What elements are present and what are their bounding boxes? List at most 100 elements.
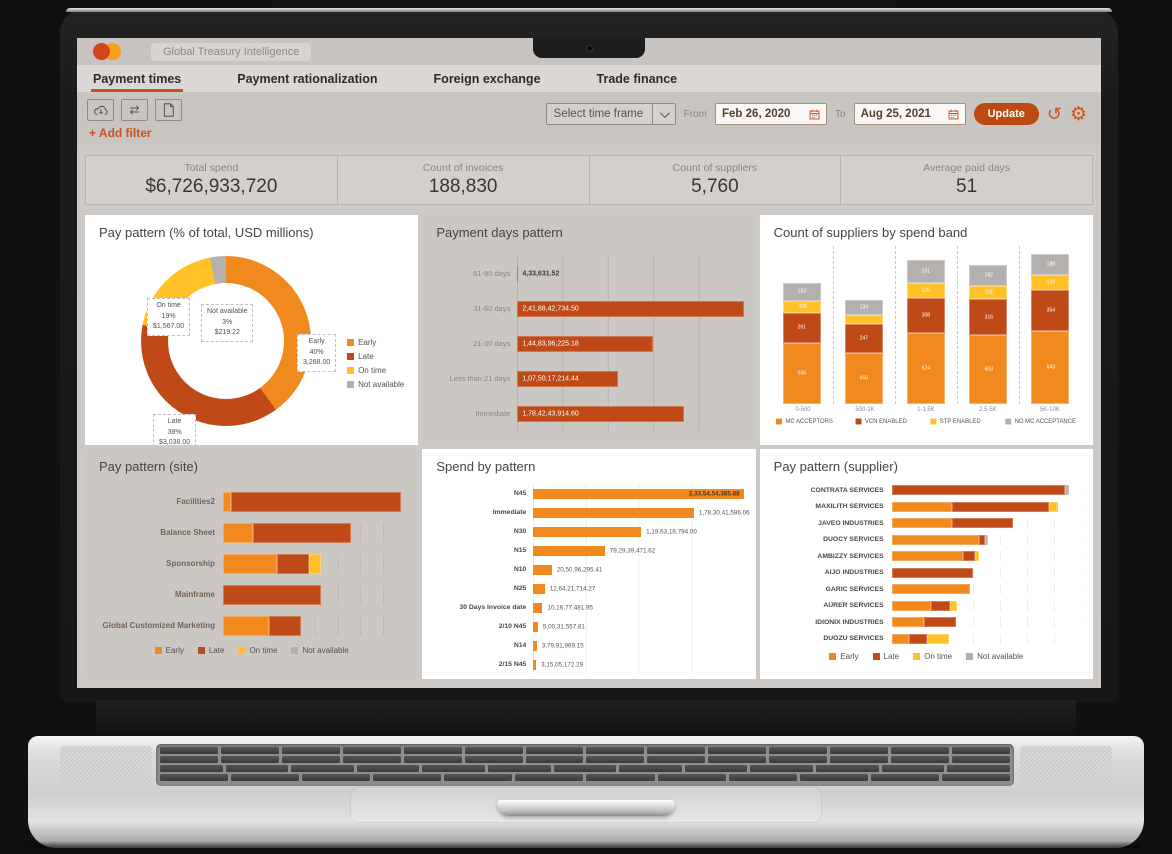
legend-item: Late bbox=[347, 352, 404, 361]
legend-item: VCN ENABLED bbox=[855, 418, 907, 425]
segment-value-label: 643 bbox=[1046, 364, 1055, 370]
key bbox=[881, 765, 945, 772]
bar-row: 21-30 days 1,44,83,96,225.18 bbox=[434, 326, 744, 361]
x-axis-label: 5K-10K bbox=[1040, 406, 1061, 413]
bar-segment-late bbox=[891, 485, 1066, 496]
bar-track bbox=[891, 534, 1081, 545]
legend-swatch bbox=[347, 339, 355, 346]
cloud-download-button[interactable] bbox=[87, 99, 114, 121]
stacked-bar-chart: Facilities2 Balance Sheet Sponsorship Mainf… bbox=[97, 480, 407, 641]
key bbox=[816, 765, 879, 772]
timeframe-select[interactable]: Select time frame bbox=[545, 103, 676, 125]
bar-track bbox=[223, 522, 407, 543]
column-segment-mc-acceptors: 450 bbox=[845, 352, 884, 404]
tab-trade-finance[interactable]: Trade finance bbox=[596, 71, 678, 86]
segment-value-label: 308 bbox=[922, 312, 931, 318]
category-label: N14 bbox=[513, 642, 527, 649]
column-segment-mc-acceptors: 603 bbox=[969, 335, 1008, 404]
legend-swatch bbox=[154, 647, 162, 654]
keyboard-row bbox=[160, 747, 1010, 754]
calendar-icon bbox=[948, 109, 959, 119]
legend-item: On time bbox=[238, 646, 277, 655]
key bbox=[231, 774, 300, 781]
legend-label: On time bbox=[358, 366, 387, 375]
key bbox=[422, 765, 486, 772]
bar bbox=[533, 640, 537, 651]
bar-track: 4,33,631.52 bbox=[517, 256, 744, 291]
bar-row: N30 1,19,63,18,794.00 bbox=[434, 522, 744, 541]
category-label: Less than 21 days bbox=[449, 374, 511, 383]
legend-swatch bbox=[347, 353, 355, 360]
from-label: From bbox=[683, 108, 708, 120]
tab-payment-rationalization[interactable]: Payment rationalization bbox=[237, 71, 378, 86]
callout-text: 19% bbox=[161, 312, 176, 320]
category-label: CONTRATA SERVICES bbox=[810, 486, 884, 494]
key bbox=[403, 756, 462, 763]
add-filter-link[interactable]: + Add filter bbox=[89, 126, 152, 140]
legend-swatch bbox=[238, 647, 246, 654]
legend-label: Not available bbox=[977, 652, 1024, 661]
bar-track bbox=[223, 615, 407, 636]
bar-row: GARIC SERVICES bbox=[772, 581, 1081, 598]
legend-swatch bbox=[197, 647, 205, 654]
bar-row: Immediate 1,78,30,41,586.06 bbox=[434, 503, 750, 522]
key bbox=[342, 756, 401, 763]
transfer-button[interactable]: ⇄ bbox=[121, 99, 148, 121]
cloud-download-icon bbox=[93, 105, 108, 115]
new-document-button[interactable] bbox=[155, 99, 182, 121]
key bbox=[657, 774, 726, 781]
bar-segment-not-available bbox=[1065, 485, 1069, 496]
update-button[interactable]: Update bbox=[973, 103, 1039, 125]
bar-row: Mainframe bbox=[97, 579, 407, 610]
tab-foreign-exchange[interactable]: Foreign exchange bbox=[433, 71, 541, 86]
bar-segment-on-time bbox=[949, 600, 958, 611]
undo-icon[interactable]: ↺ bbox=[1046, 104, 1062, 124]
bar-track bbox=[891, 584, 1081, 595]
bar-segment-early bbox=[223, 615, 269, 636]
to-date-input[interactable]: Aug 25, 2021 bbox=[853, 103, 966, 125]
bar-row: Immediate 1,78,42,43,914.60 bbox=[434, 396, 744, 431]
mastercard-logo-icon bbox=[93, 43, 123, 60]
app-title: Global Treasury Intelligence bbox=[151, 42, 312, 61]
bar-track: 12,64,21,714.27 bbox=[533, 579, 744, 598]
segment-value-label: 126 bbox=[922, 287, 931, 293]
stacked-column: 182 118 316 603 bbox=[969, 264, 1008, 404]
bar-track: 1,19,63,18,794.00 bbox=[533, 522, 744, 541]
bar-segment-late bbox=[276, 553, 310, 574]
bar-row: CONTRATA SERVICES bbox=[772, 482, 1081, 499]
key bbox=[160, 774, 229, 781]
bar-row: 31-60 days 2,41,88,42,734.50 bbox=[434, 291, 744, 326]
stacked-column: 188 129 354 643 bbox=[1031, 254, 1070, 404]
chart-legend: Early Late On time Not available bbox=[347, 338, 404, 389]
category-label: DUOZU SERVICES bbox=[823, 635, 884, 643]
stacked-column: 153 110 261 536 bbox=[783, 283, 822, 404]
legend-label: Early bbox=[358, 338, 377, 347]
key bbox=[302, 774, 371, 781]
column-group: 201 126 308 624 bbox=[894, 246, 957, 404]
key bbox=[586, 756, 645, 763]
chart-legend: Early Late On time Not available bbox=[97, 646, 406, 655]
value-label: 4,33,631.52 bbox=[522, 270, 560, 277]
callout-text: Late bbox=[167, 418, 182, 425]
from-date-input[interactable]: Feb 26, 2020 bbox=[715, 103, 828, 125]
value-label: 20,50,96,295.41 bbox=[556, 566, 603, 573]
callout-text: $1,567.00 bbox=[153, 323, 185, 330]
settings-icon[interactable]: ⚙ bbox=[1069, 103, 1087, 125]
charts-grid: Pay pattern (% of total, USD millions) E… bbox=[85, 215, 1093, 679]
key bbox=[708, 756, 767, 763]
bar bbox=[533, 659, 537, 670]
x-axis-label: 500-1K bbox=[854, 406, 875, 413]
bar-row: AIJO INDUSTRIES bbox=[772, 565, 1081, 582]
bar-row: N14 3,79,91,969.15 bbox=[434, 636, 744, 655]
key bbox=[525, 747, 584, 754]
key bbox=[553, 765, 617, 772]
category-label: 61-90 days bbox=[473, 269, 511, 278]
tab-payment-times[interactable]: Payment times bbox=[91, 67, 184, 92]
key bbox=[220, 756, 279, 763]
key bbox=[291, 765, 354, 772]
key bbox=[750, 765, 814, 772]
key bbox=[515, 774, 584, 781]
column-group: 153 110 261 536 bbox=[772, 246, 833, 404]
callout-text: $219.22 bbox=[214, 329, 240, 336]
legend-label: MC ACCEPTORS bbox=[784, 418, 833, 425]
